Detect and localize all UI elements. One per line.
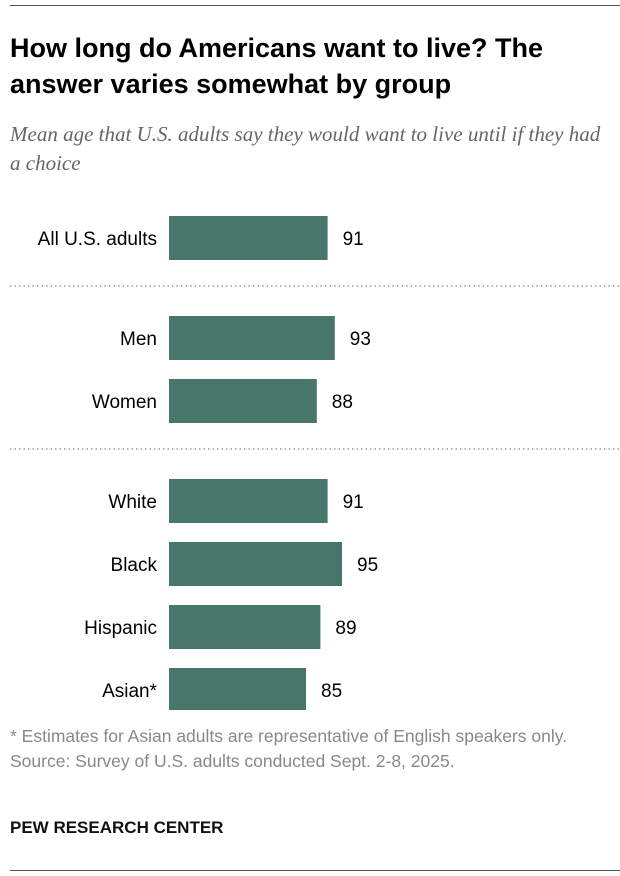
data-label: 95 xyxy=(357,555,378,576)
bottom-rule xyxy=(10,870,620,871)
data-label: 88 xyxy=(332,392,353,413)
bar xyxy=(169,379,317,423)
footnote: * Estimates for Asian adults are represe… xyxy=(10,726,568,746)
data-label: 89 xyxy=(335,618,356,639)
bar xyxy=(169,668,306,710)
bar xyxy=(169,479,328,523)
bar xyxy=(169,605,321,649)
source-note: Source: Survey of U.S. adults conducted … xyxy=(10,751,455,771)
brand-logo-text: PEW RESEARCH CENTER xyxy=(10,818,224,837)
bar xyxy=(169,216,328,260)
category-label: Men xyxy=(120,329,157,350)
data-label: 91 xyxy=(343,492,364,513)
category-label: All U.S. adults xyxy=(38,229,157,250)
category-label: Black xyxy=(111,555,158,576)
category-label: Hispanic xyxy=(84,618,157,639)
notes: * Estimates for Asian adults are represe… xyxy=(10,724,615,774)
top-rule xyxy=(10,5,620,6)
bar-chart: All U.S. adults 91 Men 93 Women 88 White 91 Blac… xyxy=(10,216,620,710)
bar xyxy=(169,316,335,360)
data-label: 91 xyxy=(343,229,364,250)
chart-title: How long do Americans want to live? The … xyxy=(10,33,544,99)
chart-subtitle: Mean age that U.S. adults say they would… xyxy=(10,122,601,175)
category-label: Women xyxy=(92,392,157,413)
category-label: White xyxy=(108,492,157,513)
category-label: Asian* xyxy=(102,681,158,702)
data-label: 85 xyxy=(321,681,342,702)
data-label: 93 xyxy=(350,329,371,350)
bar xyxy=(169,542,342,586)
